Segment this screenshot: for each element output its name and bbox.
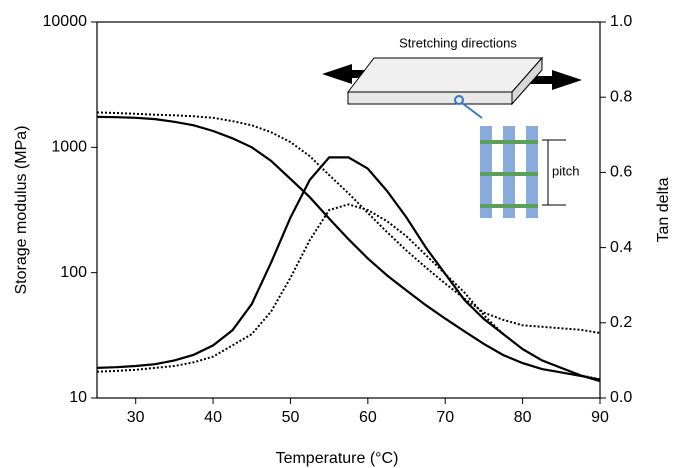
y-tick-label: 1000 xyxy=(51,139,87,156)
pointer xyxy=(454,95,464,105)
x-tick-label: 70 xyxy=(436,409,454,426)
data-line xyxy=(96,115,601,381)
x-tick-label: 80 xyxy=(514,409,532,426)
arrow-shaft xyxy=(350,70,370,78)
x-tick-label: 90 xyxy=(591,409,609,426)
x-tick-label: 30 xyxy=(127,409,145,426)
data-line xyxy=(96,156,601,383)
arrow-shaft xyxy=(520,76,554,84)
data-line xyxy=(96,111,601,334)
helix-array xyxy=(480,126,538,218)
y2-tick-label: 0.0 xyxy=(610,389,632,406)
x-axis-label: Temperature (°C) xyxy=(276,450,399,467)
x-tick-label: 40 xyxy=(204,409,222,426)
data-line xyxy=(96,203,601,381)
y-tick-label: 10 xyxy=(69,389,87,406)
annotation: pitch xyxy=(552,163,579,178)
y-axis-label: Storage modulus (MPa) xyxy=(13,126,30,295)
y2-tick-label: 1.0 xyxy=(610,13,632,30)
x-tick-label: 60 xyxy=(359,409,377,426)
inset: Stretching directions pitch xyxy=(322,35,582,218)
arrow-left xyxy=(322,64,352,84)
y2-tick-label: 0.4 xyxy=(610,239,632,256)
y2-tick-label: 0.8 xyxy=(610,88,632,105)
slab-top xyxy=(346,57,544,93)
slab-side xyxy=(511,56,543,106)
y2-tick-label: 0.6 xyxy=(610,164,632,181)
y2-tick-label: 0.2 xyxy=(610,314,632,331)
y-tick-label: 10000 xyxy=(43,13,88,30)
y-tick-label: 100 xyxy=(60,264,87,281)
y2-axis-label: Tan delta xyxy=(655,177,672,242)
annotation: Stretching directions xyxy=(399,35,517,50)
pointer-line xyxy=(461,102,483,119)
slab-front xyxy=(347,91,513,105)
x-tick-label: 50 xyxy=(282,409,300,426)
plot-frame xyxy=(96,21,601,399)
arrow-right xyxy=(552,70,582,90)
